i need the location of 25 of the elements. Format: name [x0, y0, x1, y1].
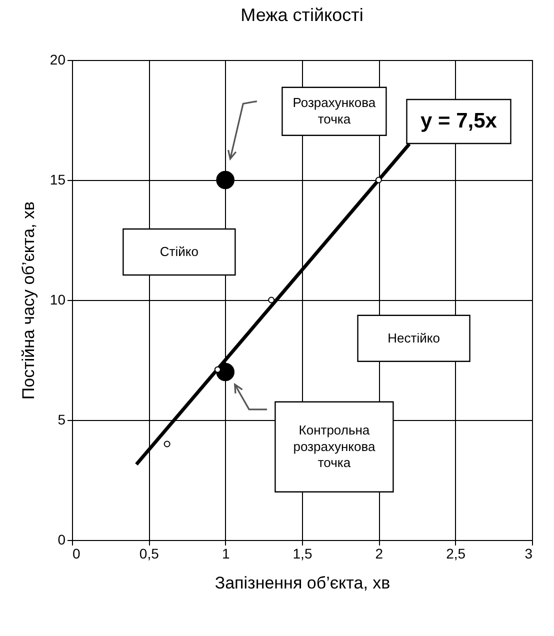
point [268, 296, 275, 304]
y-tick-label: 20 [50, 52, 66, 68]
x-tick-label: 1,5 [292, 546, 312, 562]
annotation: y = 7,5x [420, 110, 498, 132]
annotation: Контрольна розрахункова точка [293, 422, 376, 470]
x-tick-label: 2,5 [446, 546, 466, 562]
chart-title: Межа стійкості [240, 5, 364, 25]
point [214, 366, 221, 373]
x-tick-label: 0 [72, 546, 80, 562]
point [164, 440, 170, 448]
annotation: Розрахункова точка [292, 95, 376, 126]
annotation: Стійко [160, 244, 198, 259]
x-tick-label: 3 [524, 546, 533, 562]
x-tick-label: 2 [375, 546, 384, 562]
y-tick-label: 15 [50, 172, 66, 188]
y-tick-label: 10 [50, 292, 66, 308]
y-tick-label: 5 [58, 412, 66, 428]
x-axis-title: Запізнення об’єкта, хв [214, 574, 390, 592]
x-tick-label: 1 [222, 546, 230, 562]
x-tick-label: 0,5 [139, 546, 160, 562]
annotation: Нестійко [388, 330, 440, 346]
point [375, 176, 382, 184]
y-axis-title: Постійна часу об’єкта, хв [18, 201, 38, 400]
point [216, 170, 234, 190]
y-tick-label: 0 [58, 532, 66, 548]
